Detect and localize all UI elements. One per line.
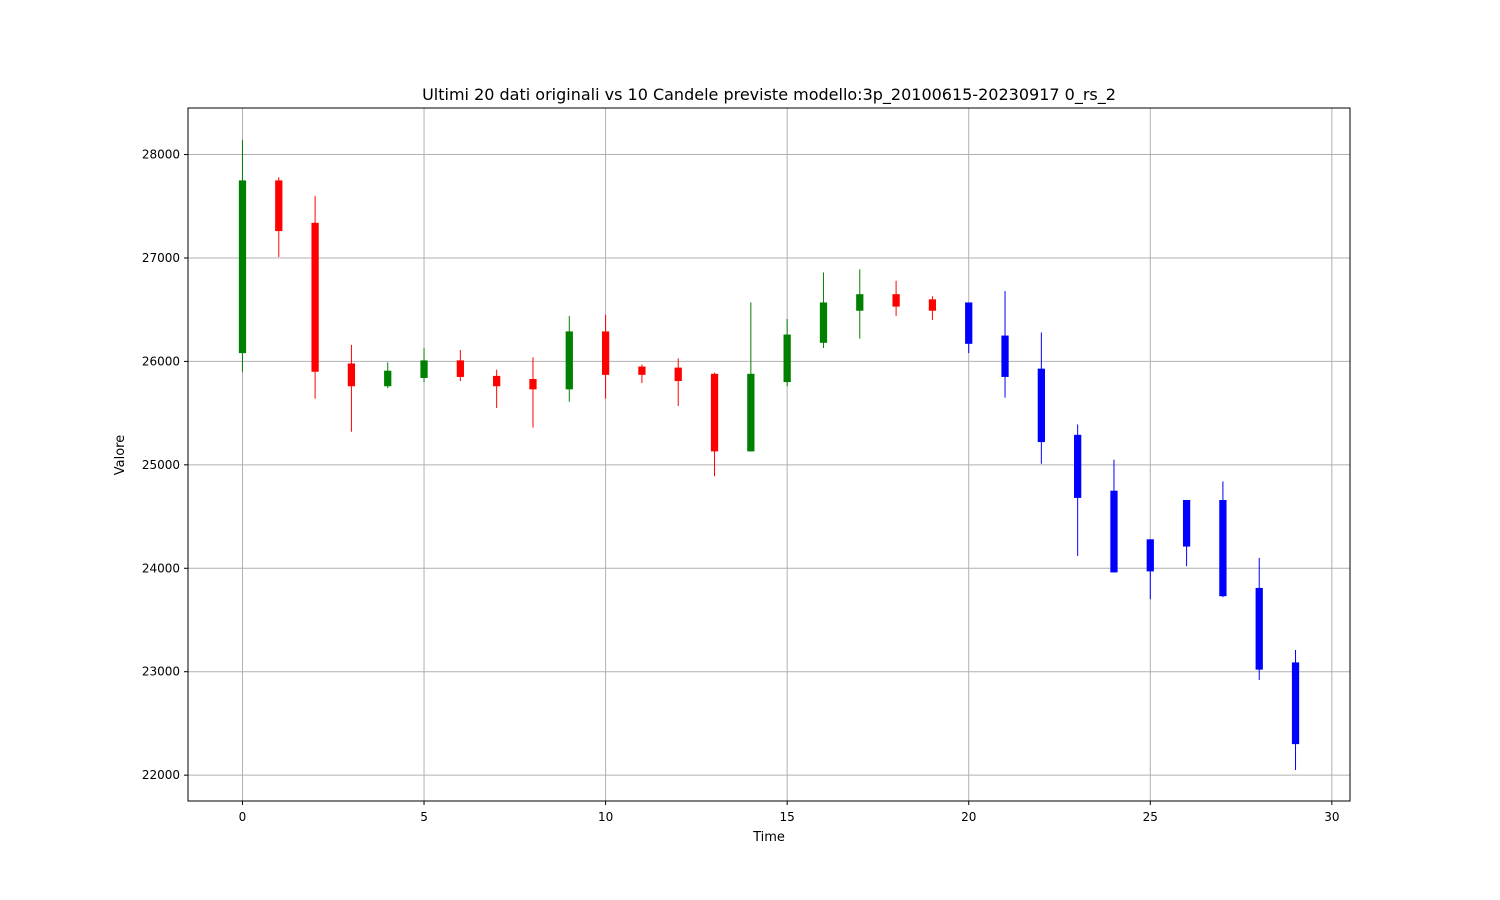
x-tick-label: 5 [420, 810, 428, 824]
candle-body [384, 370, 392, 387]
ticks: 0 5 10 15 20 25 30 22000 23000 24000 25000 26000 270… [142, 148, 1340, 824]
chart-title: Ultimi 20 dati originali vs 10 Candele p… [422, 85, 1116, 105]
candle-body [928, 299, 937, 311]
candle-body [1001, 335, 1009, 377]
y-tick-label: 24000 [142, 561, 180, 575]
candle-body [783, 334, 791, 383]
x-tick-label: 0 [239, 810, 247, 824]
x-tick-label: 30 [1324, 810, 1339, 824]
candle-body [710, 373, 719, 452]
candle-body [275, 180, 283, 232]
candle-body [1255, 587, 1263, 670]
y-tick-label: 23000 [142, 665, 180, 679]
candle-body [565, 331, 573, 390]
candle-body [856, 294, 864, 311]
candle-body [892, 294, 900, 307]
candle-body [965, 302, 973, 344]
candle-body [493, 375, 501, 387]
candle-body [819, 302, 828, 343]
y-axis-label: Valore [113, 435, 128, 475]
candle-body [1074, 434, 1082, 498]
candle-body [347, 363, 356, 387]
candle-body [638, 366, 646, 375]
candle-body [238, 180, 247, 354]
candle-body [674, 367, 682, 382]
candle-body [601, 331, 610, 375]
candle-body [747, 373, 755, 452]
x-tick-label: 20 [961, 810, 976, 824]
x-tick-label: 15 [780, 810, 795, 824]
candle-body [1110, 490, 1118, 573]
candle-body [1291, 662, 1300, 745]
plot-frame [187, 107, 1351, 802]
y-tick-label: 27000 [142, 251, 180, 265]
candle-body [529, 378, 537, 390]
candle-body [456, 360, 464, 377]
y-tick-label: 22000 [142, 768, 180, 782]
x-tick-label: 25 [1143, 810, 1158, 824]
y-tick-label: 26000 [142, 354, 180, 368]
y-tick-label: 25000 [142, 458, 180, 472]
candles [238, 140, 1300, 770]
candle-body [420, 360, 428, 378]
x-axis-label: Time [752, 830, 785, 845]
candle-body [1182, 500, 1191, 547]
candle-body [311, 222, 319, 372]
candle-body [1219, 500, 1227, 597]
candle-body [1037, 368, 1045, 443]
x-tick-label: 10 [598, 810, 613, 824]
candle-body [1146, 539, 1154, 572]
grid [188, 108, 1350, 801]
y-tick-label: 28000 [142, 148, 180, 162]
